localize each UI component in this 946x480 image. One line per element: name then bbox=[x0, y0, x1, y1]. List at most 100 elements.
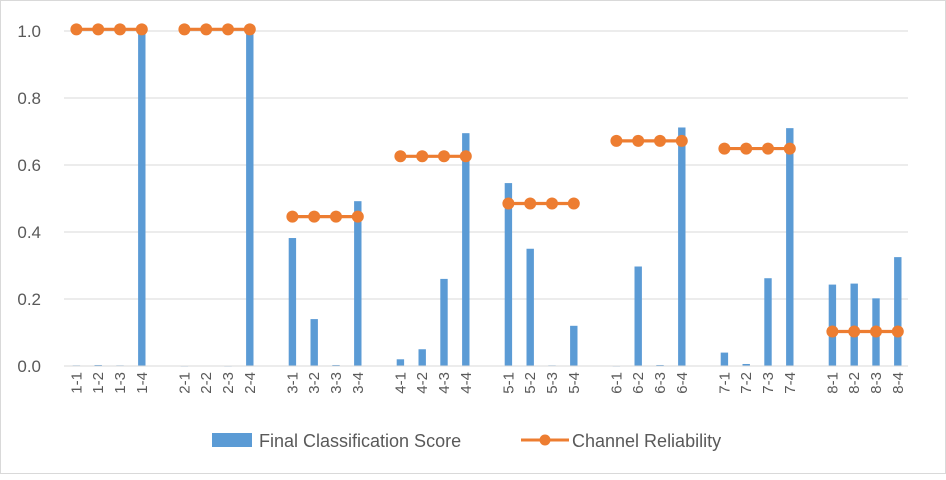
y-axis-tick-labels: 0.0 0.2 0.4 0.6 0.8 1.0 bbox=[17, 22, 41, 376]
reliability-point-5-2 bbox=[524, 197, 537, 210]
reliability-point-7-2 bbox=[740, 142, 753, 155]
bar-7-3 bbox=[764, 278, 772, 366]
reliability-point-2-2 bbox=[200, 23, 213, 36]
y-tick-label: 0.0 bbox=[17, 357, 41, 376]
reliability-point-4-2 bbox=[416, 150, 429, 163]
bar-3-1 bbox=[288, 238, 297, 366]
legend-bar-swatch bbox=[212, 433, 252, 447]
reliability-point-1-4 bbox=[135, 23, 148, 36]
bar-7-2 bbox=[742, 363, 750, 366]
x-tick-label: 2-4 bbox=[242, 372, 259, 394]
x-tick-label: 3-4 bbox=[350, 372, 367, 394]
legend: Final Classification Score Channel Relia… bbox=[212, 431, 721, 451]
bar-8-4 bbox=[894, 257, 902, 366]
reliability-point-6-1 bbox=[610, 134, 623, 147]
reliability-point-3-3 bbox=[330, 210, 342, 223]
reliability-point-2-4 bbox=[243, 23, 256, 36]
line-series bbox=[70, 23, 904, 338]
x-tick-label: 7-1 bbox=[716, 372, 733, 394]
bar-5-1 bbox=[504, 183, 513, 366]
bar-7-1 bbox=[720, 352, 729, 366]
x-tick-label: 8-3 bbox=[868, 372, 885, 394]
bar-1-2 bbox=[94, 364, 102, 366]
reliability-point-2-1 bbox=[178, 23, 191, 36]
bar-5-2 bbox=[526, 248, 534, 366]
bar-3-2 bbox=[310, 319, 318, 366]
bar-3-4 bbox=[354, 201, 362, 366]
x-tick-label: 1-4 bbox=[134, 372, 151, 394]
bar-4-2 bbox=[418, 349, 426, 366]
x-axis-tick-labels: 1-1 1-2 1-3 1-4 2-1 2-2 2-3 2-4 3-1 3-2 3-3 3-4 4-1 4… bbox=[68, 372, 906, 394]
x-tick-label: 6-1 bbox=[608, 372, 625, 394]
x-tick-label: 6-2 bbox=[630, 372, 647, 394]
x-tick-label: 7-4 bbox=[782, 372, 799, 394]
legend-line-marker bbox=[539, 434, 551, 446]
reliability-point-3-4 bbox=[351, 210, 364, 223]
bar-4-4 bbox=[462, 133, 470, 366]
reliability-point-1-2 bbox=[92, 23, 105, 36]
x-tick-label: 3-2 bbox=[306, 372, 323, 394]
reliability-point-6-2 bbox=[632, 134, 645, 147]
x-tick-label: 7-3 bbox=[760, 372, 777, 394]
gridlines bbox=[64, 30, 908, 300]
reliability-point-3-1 bbox=[286, 210, 299, 223]
x-tick-label: 4-1 bbox=[392, 372, 409, 394]
reliability-point-2-3 bbox=[222, 23, 234, 36]
x-tick-label: 8-1 bbox=[824, 372, 841, 394]
x-tick-label: 5-2 bbox=[522, 372, 539, 394]
reliability-point-7-3 bbox=[762, 142, 774, 155]
reliability-point-5-3 bbox=[546, 197, 558, 210]
y-tick-label: 0.2 bbox=[17, 290, 41, 309]
reliability-point-6-3 bbox=[654, 134, 666, 147]
bar-series bbox=[72, 31, 902, 367]
reliability-point-5-4 bbox=[567, 197, 580, 210]
bar-6-4 bbox=[678, 127, 686, 366]
x-tick-label: 2-2 bbox=[198, 372, 215, 394]
reliability-point-3-2 bbox=[308, 210, 321, 223]
x-tick-label: 6-4 bbox=[674, 372, 691, 394]
reliability-point-8-4 bbox=[891, 325, 904, 338]
x-tick-label: 3-3 bbox=[328, 372, 345, 394]
legend-line-label: Channel Reliability bbox=[572, 431, 721, 451]
x-tick-label: 8-4 bbox=[890, 372, 907, 394]
reliability-point-1-1 bbox=[70, 23, 83, 36]
bar-1-4 bbox=[138, 31, 146, 366]
reliability-point-4-1 bbox=[394, 150, 407, 163]
x-tick-label: 1-3 bbox=[112, 372, 129, 394]
x-tick-label: 4-4 bbox=[458, 372, 475, 394]
bar-7-4 bbox=[786, 128, 794, 366]
bar-8-1 bbox=[828, 284, 837, 366]
reliability-point-4-3 bbox=[438, 150, 450, 163]
bar-4-3 bbox=[440, 278, 448, 366]
x-tick-label: 3-1 bbox=[284, 372, 301, 394]
reliability-point-1-3 bbox=[114, 23, 126, 36]
x-tick-label: 4-2 bbox=[414, 372, 431, 394]
reliability-point-8-1 bbox=[826, 325, 839, 338]
bar-2-4 bbox=[246, 31, 254, 366]
x-tick-label: 8-2 bbox=[846, 372, 863, 394]
reliability-point-7-4 bbox=[783, 142, 796, 155]
reliability-point-7-1 bbox=[718, 142, 731, 155]
x-tick-label: 1-2 bbox=[90, 372, 107, 394]
x-tick-label: 4-3 bbox=[436, 372, 453, 394]
x-tick-label: 6-3 bbox=[652, 372, 669, 394]
x-tick-label: 5-4 bbox=[566, 372, 583, 394]
reliability-point-8-3 bbox=[870, 325, 882, 338]
reliability-point-5-1 bbox=[502, 197, 515, 210]
reliability-point-6-4 bbox=[675, 134, 688, 147]
bar-6-2 bbox=[634, 266, 642, 366]
y-tick-label: 0.6 bbox=[17, 156, 41, 175]
x-tick-label: 7-2 bbox=[738, 372, 755, 394]
bar-5-4 bbox=[570, 325, 578, 366]
y-tick-label: 0.4 bbox=[17, 223, 41, 242]
bar-8-2 bbox=[850, 283, 858, 366]
x-tick-label: 2-3 bbox=[220, 372, 237, 394]
x-tick-label: 5-3 bbox=[544, 372, 561, 394]
bar-4-1 bbox=[396, 359, 405, 366]
reliability-point-4-4 bbox=[459, 150, 472, 163]
reliability-point-8-2 bbox=[848, 325, 861, 338]
y-tick-label: 1.0 bbox=[17, 22, 41, 41]
x-tick-label: 2-1 bbox=[176, 372, 193, 394]
